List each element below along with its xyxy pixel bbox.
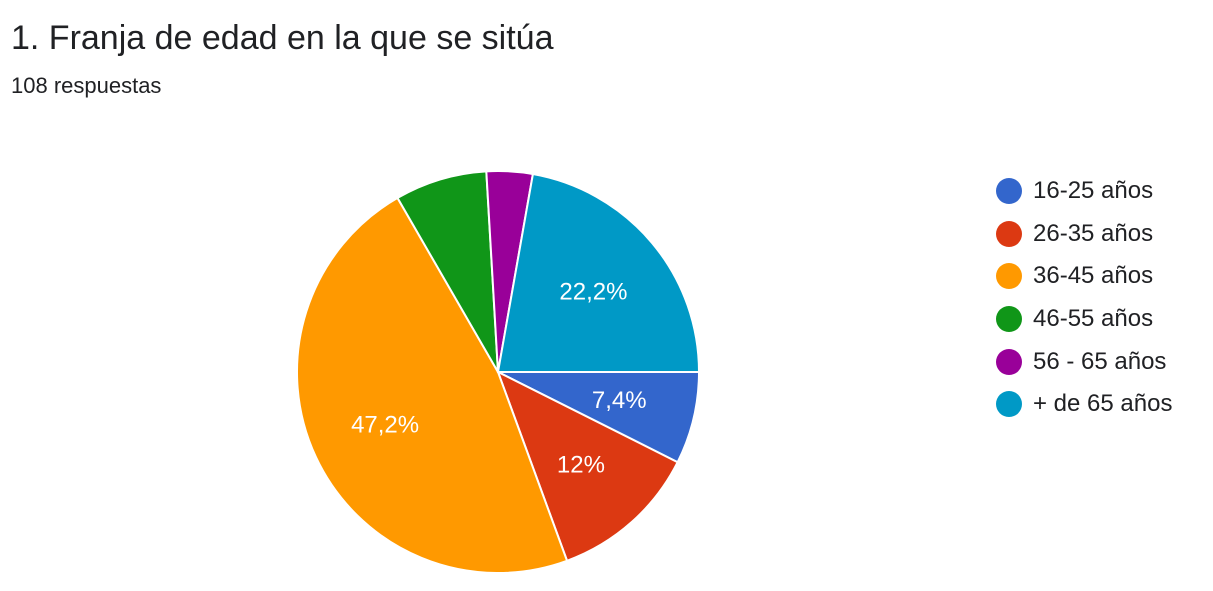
legend-item[interactable]: 36-45 años [996, 255, 1172, 298]
response-count: 108 respuestas [11, 73, 162, 98]
legend-label: 16-25 años [1033, 177, 1154, 205]
slice-value-label: 7,4% [592, 387, 647, 414]
slice-value-label: 47,2% [351, 411, 419, 438]
chart-legend: 16-25 años 26-35 años 36-45 años 46-55 años… [996, 170, 1172, 426]
legend-swatch-icon [996, 391, 1022, 418]
legend-item[interactable]: 16-25 años [996, 170, 1172, 213]
pie-slice[interactable] [496, 369, 679, 563]
legend-swatch-icon [996, 178, 1022, 205]
legend-swatch-icon [996, 306, 1022, 333]
legend-swatch-icon [996, 220, 1022, 247]
legend-item[interactable]: 46-55 años [996, 298, 1172, 341]
pie-slice[interactable] [496, 172, 701, 373]
slice-value-label: 12% [557, 452, 605, 479]
legend-label: 46-55 años [1033, 305, 1154, 333]
legend-swatch-icon [996, 263, 1022, 290]
legend-item[interactable]: 26-35 años [996, 213, 1172, 256]
legend-label: + de 65 años [1033, 390, 1173, 418]
legend-item[interactable]: 56 - 65 años [996, 340, 1172, 383]
slice-value-label: 22,2% [559, 278, 627, 305]
chart-title: 1. Franja de edad en la que se sitúa [11, 19, 554, 57]
legend-label: 56 - 65 años [1033, 347, 1167, 375]
pie-slice[interactable] [296, 196, 569, 574]
legend-item[interactable]: + de 65 años [996, 383, 1172, 426]
legend-swatch-icon [996, 348, 1022, 375]
legend-label: 26-35 años [1033, 219, 1154, 247]
legend-label: 36-45 años [1033, 262, 1154, 290]
